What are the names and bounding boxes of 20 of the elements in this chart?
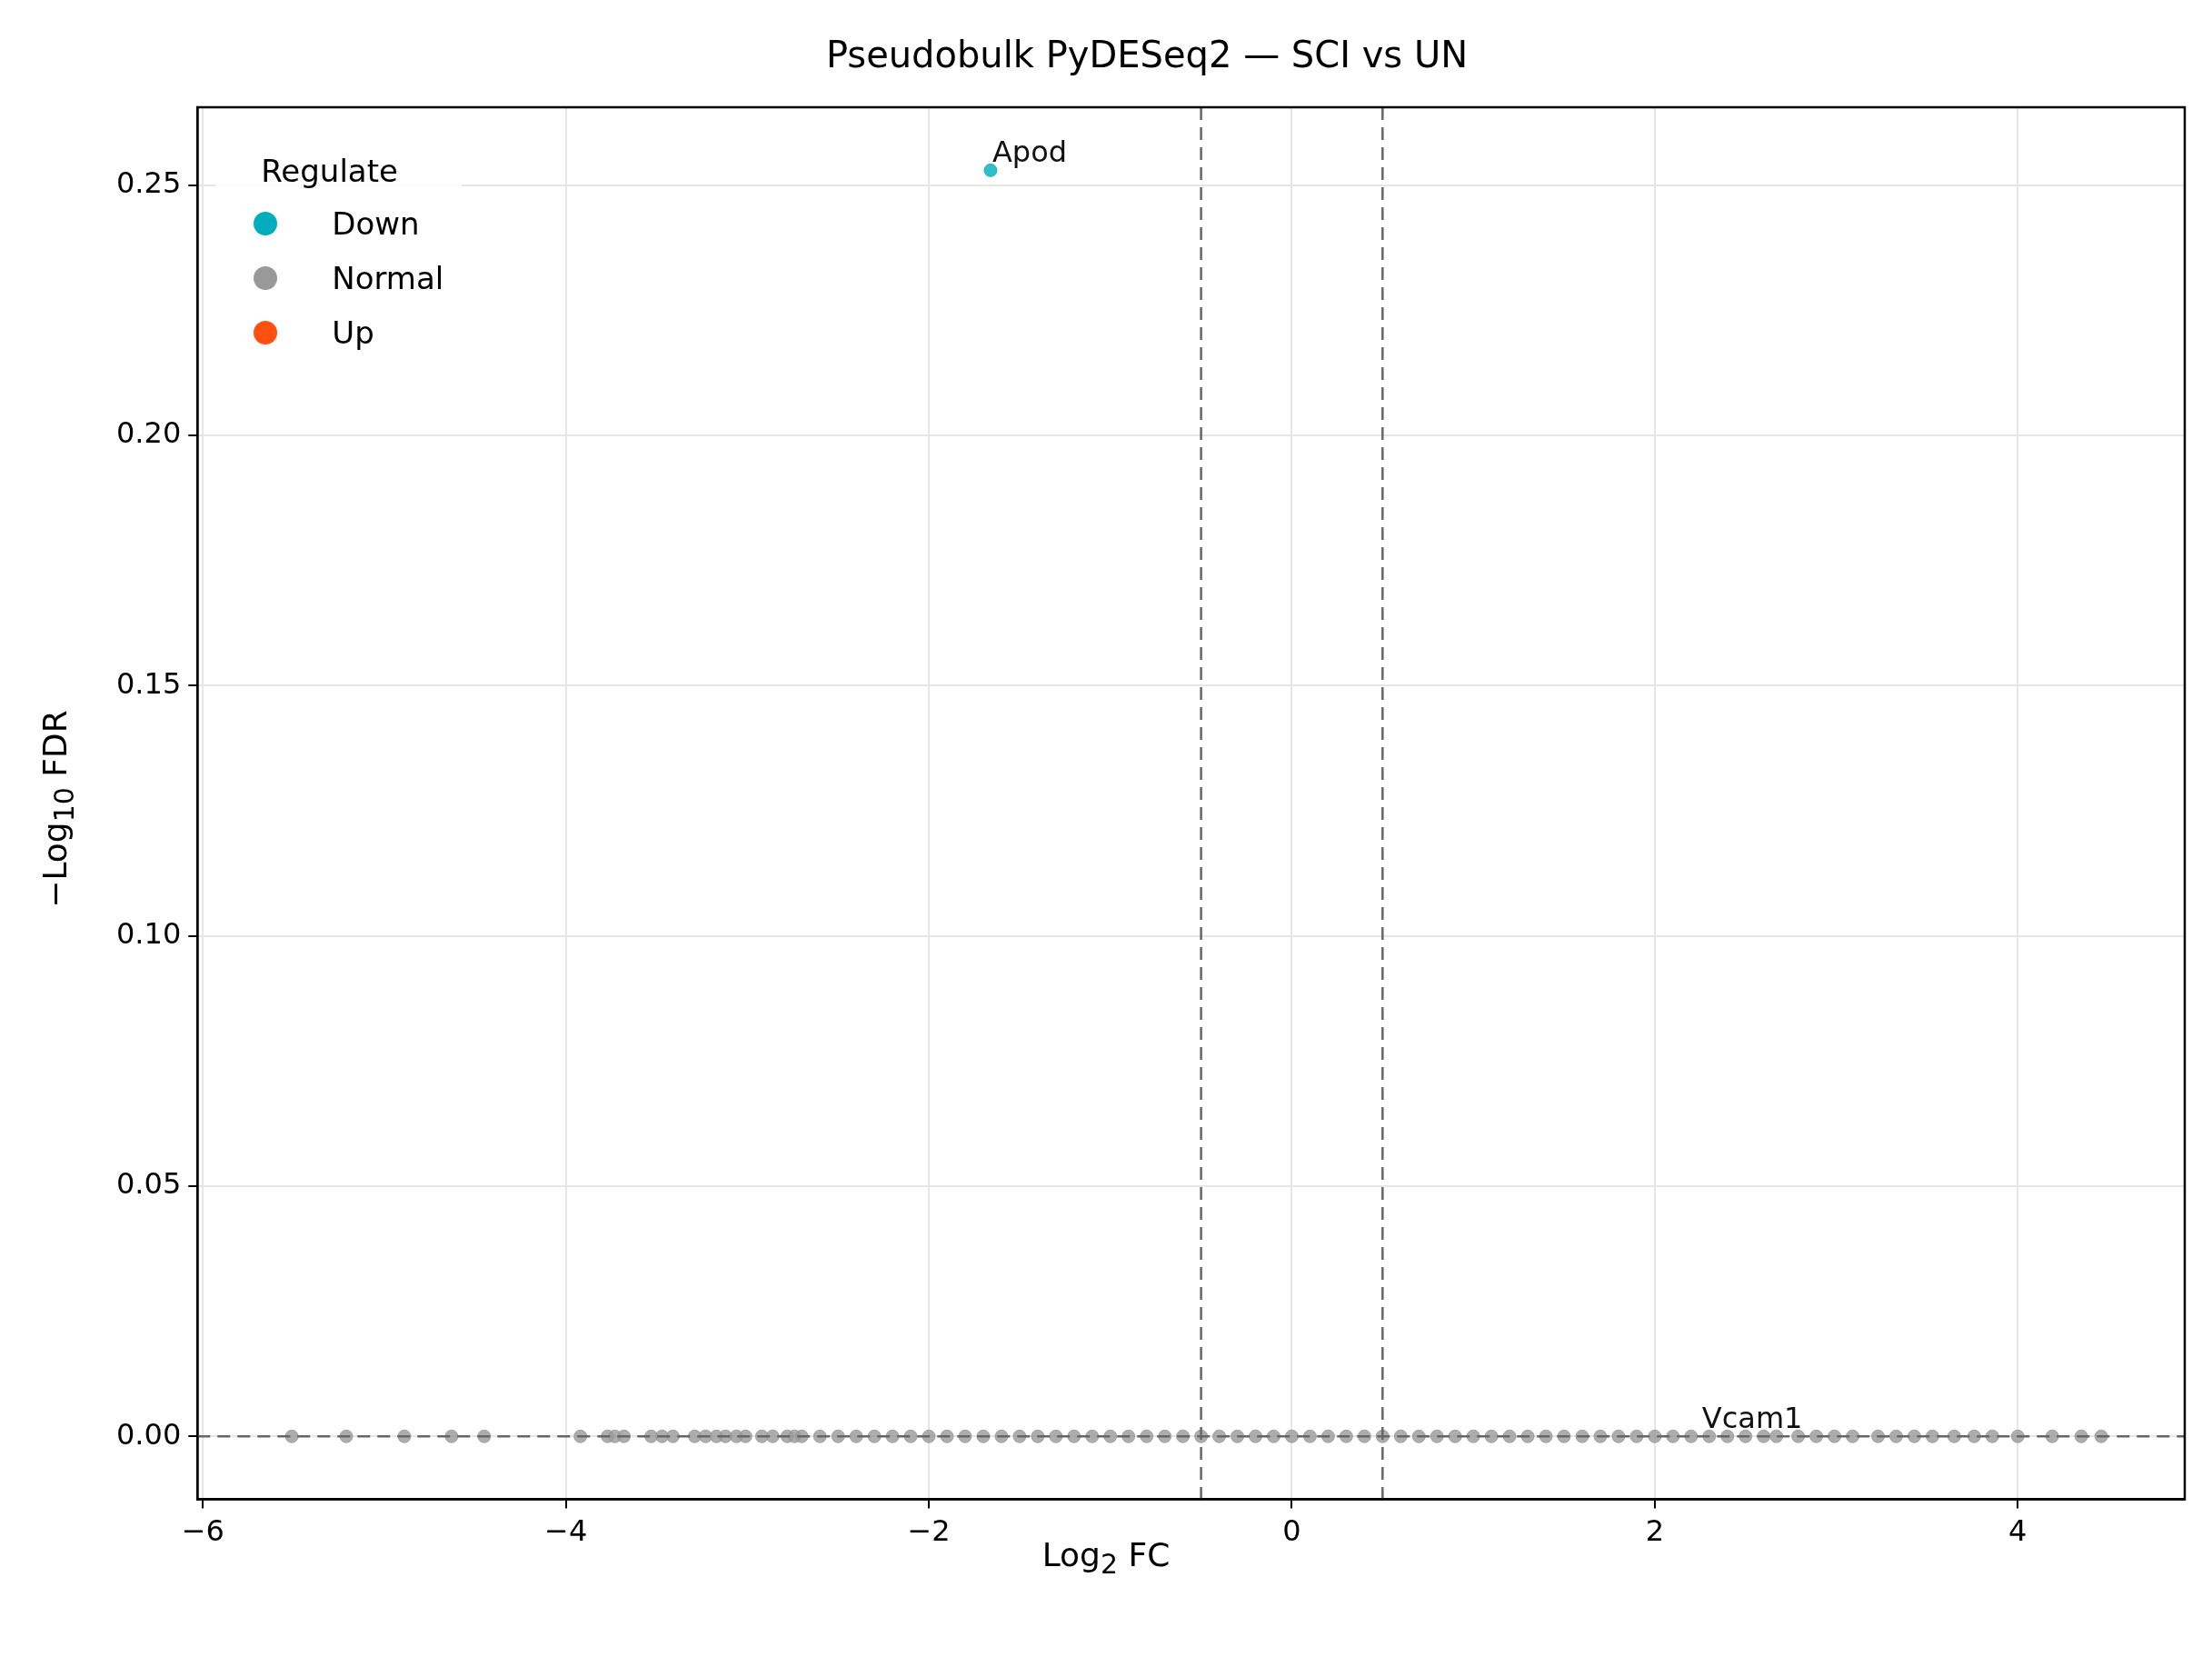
- x-tick-label: 4: [2008, 1513, 2028, 1549]
- y-tick-label: 0.20: [116, 415, 182, 451]
- legend-label: Down: [332, 205, 420, 242]
- annotation: Apod: [991, 134, 1068, 169]
- chart-title: Pseudobulk PyDESeq2 — SCI vs UN: [825, 34, 1469, 76]
- y-tick-label: 0.00: [116, 1416, 182, 1452]
- x-tick-label: −2: [907, 1513, 951, 1549]
- legend-label: Normal: [332, 260, 444, 296]
- x-tick-label: 2: [1645, 1513, 1665, 1549]
- y-tick-label: 0.15: [116, 665, 182, 701]
- x-tick-label: 0: [1282, 1513, 1301, 1549]
- x-tick-label: −6: [181, 1513, 224, 1549]
- legend-label: Up: [332, 314, 374, 351]
- y-tick-label: 0.05: [116, 1166, 182, 1202]
- annotation: Vcam1: [1701, 1400, 1803, 1435]
- x-tick-label: −4: [544, 1513, 588, 1549]
- x-axis-title: Log$_{2}$ FC: [1041, 1536, 1171, 1581]
- y-tick-label: 0.25: [116, 165, 182, 201]
- legend-title: Regulate: [261, 153, 399, 189]
- y-tick-label: 0.10: [116, 916, 182, 952]
